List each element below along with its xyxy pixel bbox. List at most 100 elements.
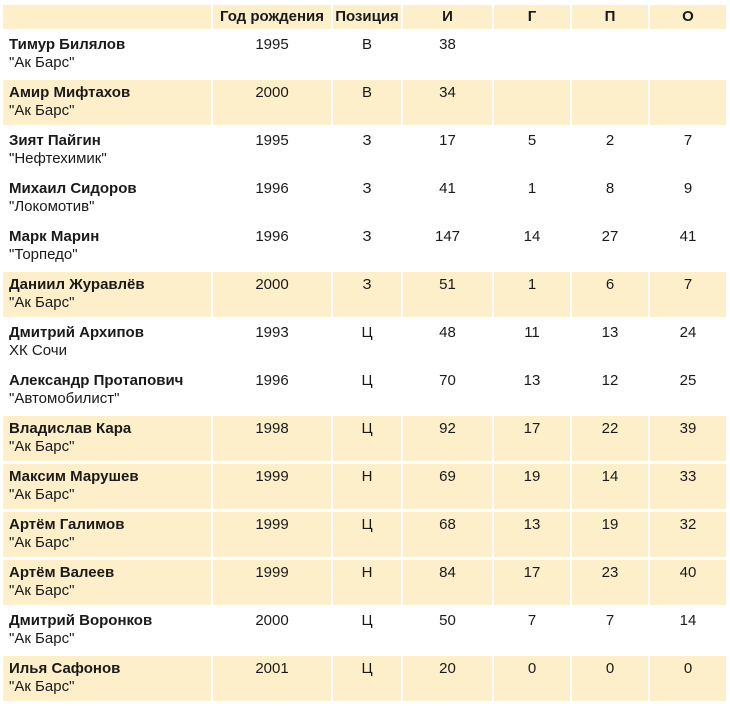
assists-cell: 23 — [572, 560, 648, 605]
birth-year-cell: 1998 — [213, 416, 331, 461]
player-club: "Ак Барс" — [9, 54, 75, 71]
player-cell: Максим Марушев "Ак Барс" — [3, 464, 211, 509]
position-cell: В — [333, 80, 401, 125]
games-cell: 48 — [403, 320, 492, 365]
header-position: Позиция — [333, 5, 401, 29]
position-cell: Ц — [333, 416, 401, 461]
player-cell: Илья Сафонов "Ак Барс" — [3, 656, 211, 701]
assists-cell: 2 — [572, 128, 648, 173]
player-cell: Артём Валеев "Ак Барс" — [3, 560, 211, 605]
assists-cell: 8 — [572, 176, 648, 221]
position-cell: З — [333, 272, 401, 317]
player-cell: Артём Галимов "Ак Барс" — [3, 512, 211, 557]
goals-cell: 7 — [494, 608, 570, 653]
goals-cell: 0 — [494, 656, 570, 701]
points-cell: 33 — [650, 464, 726, 509]
player-club: ХК Сочи — [9, 342, 67, 359]
player-cell: Михаил Сидоров "Локомотив" — [3, 176, 211, 221]
games-cell: 92 — [403, 416, 492, 461]
assists-cell: 14 — [572, 464, 648, 509]
birth-year-cell: 1995 — [213, 32, 331, 77]
player-name: Марк Марин — [9, 228, 100, 245]
player-cell: Амир Мифтахов "Ак Барс" — [3, 80, 211, 125]
birth-year-cell: 1999 — [213, 560, 331, 605]
points-cell: 41 — [650, 224, 726, 269]
assists-cell: 13 — [572, 320, 648, 365]
player-club: "Ак Барс" — [9, 678, 75, 695]
player-name: Илья Сафонов — [9, 660, 121, 677]
table-header: Год рождения Позиция И Г П О — [3, 5, 726, 29]
player-club: "Ак Барс" — [9, 534, 75, 551]
table-row: Илья Сафонов "Ак Барс" 2001 Ц 20 0 0 0 — [3, 656, 726, 701]
player-cell: Зият Пайгин "Нефтехимик" — [3, 128, 211, 173]
birth-year-cell: 1999 — [213, 464, 331, 509]
player-cell: Даниил Журавлёв "Ак Барс" — [3, 272, 211, 317]
points-cell: 25 — [650, 368, 726, 413]
header-points: О — [650, 5, 726, 29]
player-name: Зият Пайгин — [9, 132, 101, 149]
table-row: Александр Протапович "Автомобилист" 1996 Ц 7… — [3, 368, 726, 413]
games-cell: 38 — [403, 32, 492, 77]
header-games: И — [403, 5, 492, 29]
points-cell: 24 — [650, 320, 726, 365]
goals-cell: 1 — [494, 272, 570, 317]
table-row: Артём Галимов "Ак Барс" 1999 Ц 68 13 19 32 — [3, 512, 726, 557]
player-club: "Ак Барс" — [9, 582, 75, 599]
points-cell: 7 — [650, 272, 726, 317]
assists-cell: 27 — [572, 224, 648, 269]
points-cell — [650, 80, 726, 125]
header-birth-year: Год рождения — [213, 5, 331, 29]
header-goals: Г — [494, 5, 570, 29]
player-name: Тимур Билялов — [9, 36, 126, 53]
position-cell: З — [333, 128, 401, 173]
goals-cell: 1 — [494, 176, 570, 221]
games-cell: 34 — [403, 80, 492, 125]
assists-cell: 7 — [572, 608, 648, 653]
header-name-column — [3, 5, 211, 29]
table-row: Амир Мифтахов "Ак Барс" 2000 В 34 — [3, 80, 726, 125]
player-cell: Владислав Кара "Ак Барс" — [3, 416, 211, 461]
goals-cell — [494, 80, 570, 125]
birth-year-cell: 2001 — [213, 656, 331, 701]
player-name: Дмитрий Воронков — [9, 612, 153, 629]
player-name: Даниил Журавлёв — [9, 276, 145, 293]
player-name: Владислав Кара — [9, 420, 132, 437]
points-cell — [650, 32, 726, 77]
player-club: "Торпедо" — [9, 246, 78, 263]
assists-cell — [572, 80, 648, 125]
position-cell: З — [333, 176, 401, 221]
assists-cell: 0 — [572, 656, 648, 701]
games-cell: 70 — [403, 368, 492, 413]
games-cell: 51 — [403, 272, 492, 317]
birth-year-cell: 2000 — [213, 80, 331, 125]
player-cell: Тимур Билялов "Ак Барс" — [3, 32, 211, 77]
position-cell: Ц — [333, 368, 401, 413]
games-cell: 50 — [403, 608, 492, 653]
table-row: Марк Марин "Торпедо" 1996 З 147 14 27 41 — [3, 224, 726, 269]
position-cell: Ц — [333, 656, 401, 701]
points-cell: 40 — [650, 560, 726, 605]
birth-year-cell: 2000 — [213, 608, 331, 653]
table-row: Артём Валеев "Ак Барс" 1999 Н 84 17 23 40 — [3, 560, 726, 605]
position-cell: Ц — [333, 320, 401, 365]
table-row: Дмитрий Архипов ХК Сочи 1993 Ц 48 11 13 24 — [3, 320, 726, 365]
table-row: Тимур Билялов "Ак Барс" 1995 В 38 — [3, 32, 726, 77]
birth-year-cell: 1996 — [213, 224, 331, 269]
points-cell: 39 — [650, 416, 726, 461]
header-row: Год рождения Позиция И Г П О — [3, 5, 726, 29]
position-cell: З — [333, 224, 401, 269]
goals-cell: 19 — [494, 464, 570, 509]
table-row: Даниил Журавлёв "Ак Барс" 2000 З 51 1 6 7 — [3, 272, 726, 317]
birth-year-cell: 1999 — [213, 512, 331, 557]
player-name: Артём Валеев — [9, 564, 115, 581]
goals-cell: 17 — [494, 560, 570, 605]
player-name: Александр Протапович — [9, 372, 184, 389]
player-club: "Нефтехимик" — [9, 150, 107, 167]
position-cell: Н — [333, 560, 401, 605]
goals-cell: 17 — [494, 416, 570, 461]
player-cell: Александр Протапович "Автомобилист" — [3, 368, 211, 413]
games-cell: 68 — [403, 512, 492, 557]
goals-cell — [494, 32, 570, 77]
player-name: Максим Марушев — [9, 468, 139, 485]
